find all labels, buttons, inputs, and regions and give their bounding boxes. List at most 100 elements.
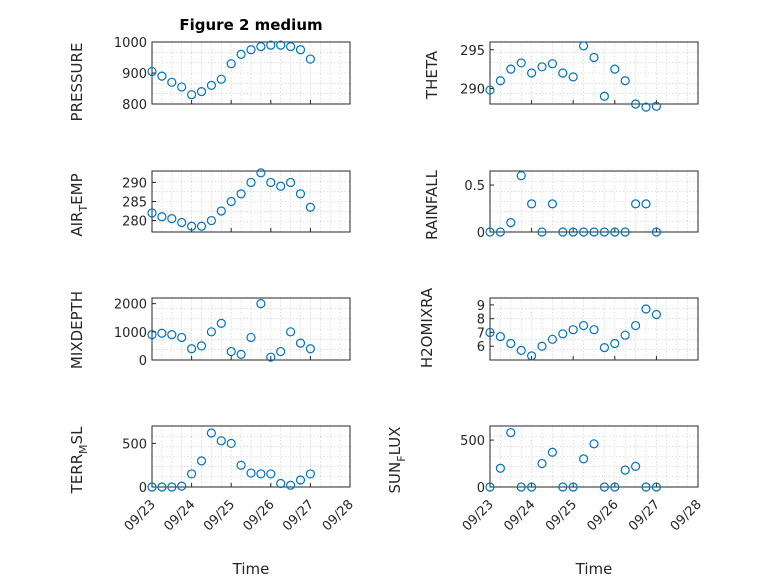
data-point [206,80,216,91]
data-point [506,338,516,349]
panel-rainfall: RAINFALL 00.5 [423,169,699,241]
ylabel-sun-flux: SUNFLUX [386,427,408,494]
data-point [196,341,207,351]
data-point [641,304,651,314]
ylabel-air-temp-part-1: AIR [68,212,86,237]
data-point [177,82,187,92]
data-point [167,330,177,340]
figure-title: Figure 2 medium [179,16,322,34]
axes-box [489,41,699,105]
plot-area-rainfall: 00.5 [464,170,699,241]
plot-area-air-temp: 280 285 290 [122,168,351,233]
y-tick-label: 0 [477,226,485,241]
data-point [295,475,306,485]
axes-box [489,425,699,488]
ylabel-sun-flux-part-1: SUN [386,462,404,494]
data-point [256,168,266,178]
ylabel-air-temp: AIRTEMP [68,173,90,236]
data-point [196,456,207,466]
x-tick-label: 09/23 [460,497,497,534]
ylabel-air-temp-part-2: T [77,205,90,213]
data-point [516,482,526,492]
data-point [216,436,226,446]
data-point [610,482,620,492]
data-point [276,40,286,50]
data-point [547,334,558,344]
data-point [246,468,256,478]
data-point [295,338,306,348]
data-point [506,427,516,438]
data-point [246,45,256,55]
data-point [537,227,547,237]
data-point [495,463,505,473]
y-tick-label: 9 [477,299,485,314]
data-point [276,346,286,357]
ylabel-rainfall: RAINFALL [423,169,441,240]
data-point [599,227,610,237]
data-point [599,91,610,101]
data-point [620,330,630,340]
data-point [485,327,495,338]
data-point [547,59,558,69]
y-tick-label: 295 [460,44,485,59]
data-point [196,221,207,231]
data-point [216,318,226,328]
data-point [177,332,187,343]
data-point [641,199,651,209]
data-point [236,460,246,470]
data-point [216,74,226,84]
data-point [286,177,296,188]
ylabel-air-temp-part-3: EMP [68,173,86,204]
data-point [630,199,641,209]
x-tick-label: 09/24 [501,497,538,534]
y-tick-label: 280 [122,215,147,230]
y-tick-label: 8 [477,313,485,328]
x-tick-label: 09/28 [668,497,705,534]
x-tick-label: 09/25 [201,497,238,534]
panel-terr-msl: TERRMSL 0 500 09/23 09/24 09/25 09/26 09/27 09/… [68,425,357,578]
data-point [147,330,157,340]
data-point [599,482,610,492]
data-point [226,346,236,357]
y-tick-label: 290 [460,83,485,98]
data-point [620,465,630,475]
data-point [495,331,505,342]
x-tick-label: 09/23 [122,497,159,534]
data-point [147,482,157,492]
data-point [187,221,197,231]
y-tick-label: 290 [122,176,147,191]
axes-box [151,425,351,488]
data-point [276,181,286,191]
data-point [568,227,578,237]
data-point [187,344,197,354]
data-point [246,332,256,343]
data-point [620,76,630,86]
data-point [651,309,662,320]
data-point [641,482,651,492]
ylabel-theta: THETA [423,50,441,100]
data-point [305,344,315,354]
data-point [206,215,216,226]
data-point [177,217,187,228]
data-point [495,227,505,237]
x-tick-label: 09/27 [280,497,317,534]
ylabel-sun-flux-part-2: F [395,455,408,461]
y-tick-label: 800 [122,98,147,113]
data-point [578,320,589,331]
panel-air-temp: AIRTEMP 280 285 290 [68,168,351,237]
data-point [485,482,495,492]
data-point [266,40,276,50]
data-point [516,345,526,355]
data-point [266,469,276,479]
data-point [651,482,662,492]
data-point [641,102,651,112]
data-point [495,76,505,86]
data-point [516,171,526,181]
ylabel-terr-msl-part-3: SL [68,426,86,445]
x-tick-label: 09/25 [543,497,580,534]
data-point [630,461,641,471]
plot-area-mixdepth: 0 1000 2000 [114,297,351,369]
data-point [157,71,167,81]
data-point [547,447,558,457]
